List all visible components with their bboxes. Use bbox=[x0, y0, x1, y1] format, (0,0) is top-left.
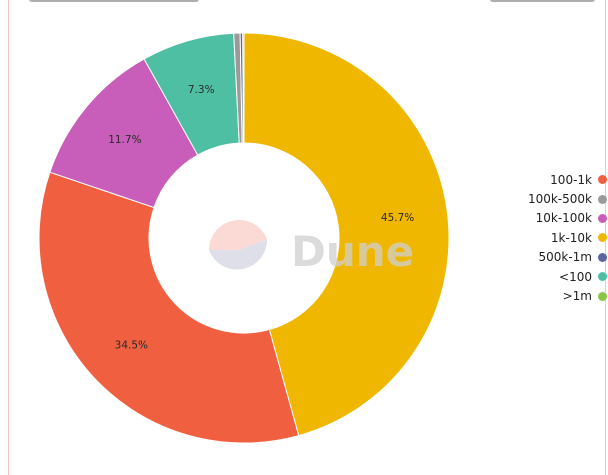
legend-label: >1m bbox=[562, 289, 592, 304]
legend-item-500k-1m[interactable]: 500k-1m bbox=[507, 248, 607, 267]
slice-label-100-1k: 34.5% bbox=[115, 339, 148, 351]
legend-swatch-icon bbox=[598, 175, 607, 185]
watermark-text: Dune bbox=[291, 227, 414, 276]
legend-label: 100-1k bbox=[550, 172, 592, 187]
legend-item-100-1k[interactable]: 100-1k bbox=[507, 170, 607, 189]
legend-item->1m[interactable]: >1m bbox=[507, 286, 607, 305]
legend-swatch-icon bbox=[598, 213, 607, 223]
legend-label: 100k-500k bbox=[527, 192, 592, 207]
donut-chart: 45.7% 34.5% 11.7% 7.3% Dune bbox=[38, 32, 450, 444]
slice-label-<100: 7.3% bbox=[188, 84, 215, 96]
legend-label: <100 bbox=[559, 269, 592, 284]
legend-swatch-icon bbox=[598, 252, 607, 262]
legend-label: 10k-100k bbox=[535, 211, 592, 226]
chart-header-controls bbox=[490, 0, 595, 2]
slice-label-10k-100k: 11.7% bbox=[108, 134, 141, 146]
slice-label-1k-10k: 45.7% bbox=[381, 212, 414, 224]
legend-item-1k-10k[interactable]: 1k-10k bbox=[507, 228, 607, 247]
slice->1m[interactable] bbox=[242, 32, 245, 144]
legend-item-100k-500k[interactable]: 100k-500k bbox=[507, 189, 607, 208]
chart-legend: 100-1k 100k-500k 10k-100k 1k-10k 500k-1m <100… bbox=[507, 170, 607, 306]
legend-label: 500k-1m bbox=[538, 250, 592, 265]
legend-swatch-icon bbox=[598, 233, 607, 243]
legend-item-<100[interactable]: <100 bbox=[507, 267, 607, 286]
slice-1k-10k[interactable] bbox=[243, 32, 450, 437]
slice-100-1k[interactable] bbox=[38, 171, 300, 444]
legend-swatch-icon bbox=[598, 291, 607, 301]
legend-label: 1k-10k bbox=[550, 230, 592, 245]
legend-item-10k-100k[interactable]: 10k-100k bbox=[507, 209, 607, 228]
chart-title-stub bbox=[29, 0, 199, 2]
dune-watermark: Dune bbox=[209, 220, 414, 276]
legend-swatch-icon bbox=[598, 194, 607, 204]
legend-swatch-icon bbox=[598, 272, 607, 282]
chart-panel: 45.7% 34.5% 11.7% 7.3% Dune 100-1k 100k-500k… bbox=[8, 0, 607, 475]
